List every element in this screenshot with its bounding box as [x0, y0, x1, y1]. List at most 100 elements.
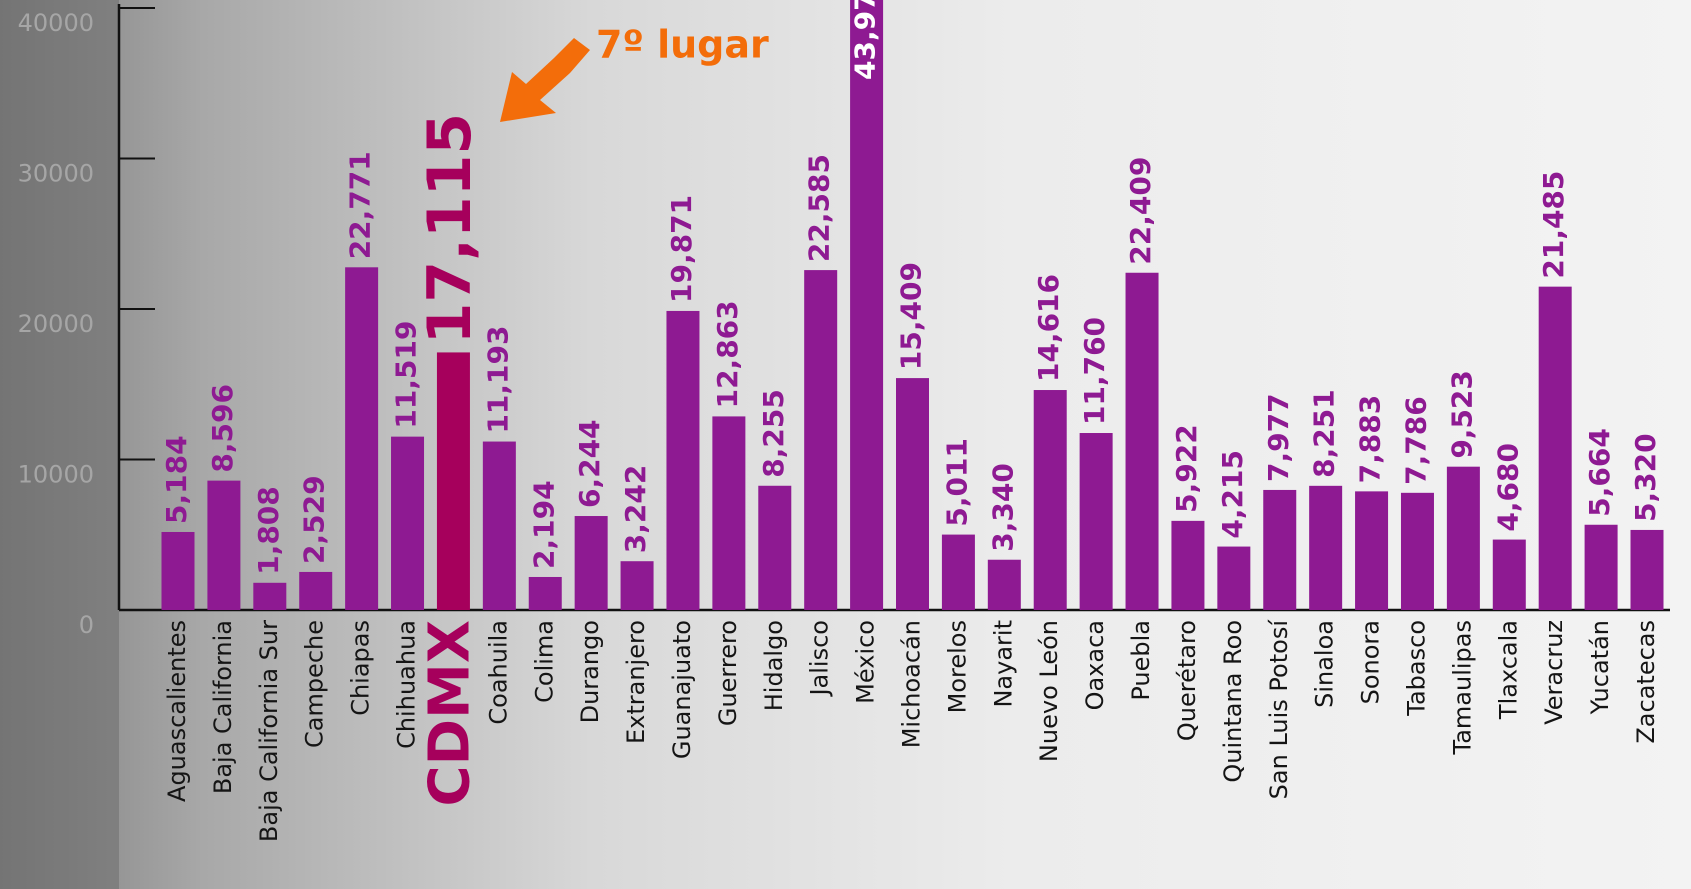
value-label: 22,771 [344, 151, 377, 259]
y-tick-label: 30000 [18, 160, 94, 188]
x-tick-label: Baja California Sur [255, 620, 283, 842]
annotation: 7º lugar [596, 23, 769, 67]
x-tick-label: Nayarit [989, 620, 1017, 708]
y-tick-label: 0 [79, 611, 94, 639]
bar [896, 378, 929, 610]
bar [1539, 287, 1572, 610]
bar [988, 560, 1021, 610]
value-label: 7,786 [1399, 396, 1432, 485]
x-tick-label: Durango [576, 620, 604, 723]
x-tick-label: Sonora [1357, 620, 1385, 704]
value-label: 43,97 [849, 0, 882, 80]
value-label: 2,194 [527, 480, 560, 569]
bar [1493, 540, 1526, 610]
value-label: 3,242 [619, 465, 652, 554]
x-tick-label: San Luis Potosí [1265, 619, 1293, 800]
bar [437, 352, 470, 610]
bar [850, 0, 883, 610]
bar [299, 572, 332, 610]
bar [1171, 521, 1204, 610]
value-label: 5,664 [1583, 428, 1616, 517]
bar [345, 267, 378, 610]
bar [1355, 491, 1388, 610]
value-label: 8,596 [206, 384, 239, 473]
x-tick-label: Aguascalientes [163, 620, 191, 802]
value-label: 12,863 [711, 300, 744, 408]
x-tick-label: Guerrero [714, 620, 742, 726]
y-tick-label: 40000 [18, 9, 94, 37]
value-label: 2,529 [298, 475, 331, 564]
background [0, 0, 1691, 889]
bar [1447, 467, 1480, 610]
bar [575, 516, 608, 610]
value-label: 5,011 [940, 438, 973, 527]
bar [162, 532, 195, 610]
bar [1631, 530, 1664, 610]
bar [712, 416, 745, 610]
value-label: 14,616 [1032, 274, 1065, 382]
x-tick-label: Tlaxcala [1494, 620, 1522, 720]
bar [1126, 273, 1159, 610]
x-tick-label: Hidalgo [760, 620, 788, 711]
x-tick-label: Zacatecas [1632, 620, 1660, 744]
value-label: 11,760 [1078, 317, 1111, 425]
x-tick-label: Jalisco [806, 620, 834, 698]
x-tick-label: Tamaulipas [1448, 620, 1476, 755]
value-label: 15,409 [895, 262, 928, 370]
bar [666, 311, 699, 610]
x-tick-label: Colima [530, 620, 558, 703]
x-tick-label: Tabasco [1402, 620, 1430, 717]
x-tick-label: Puebla [1127, 620, 1155, 701]
x-tick-label: Extranjero [622, 620, 650, 744]
value-label: 7,977 [1262, 393, 1295, 482]
x-tick-label: Sinaloa [1311, 620, 1339, 708]
value-label: 3,340 [986, 463, 1019, 552]
x-tick-label: CDMX [418, 620, 483, 806]
value-label: 17,115 [415, 113, 485, 345]
x-tick-label: Querétaro [1173, 620, 1201, 741]
x-tick-label: Morelos [943, 620, 971, 713]
y-tick-label: 10000 [18, 461, 94, 489]
value-label: 5,320 [1629, 433, 1662, 522]
x-tick-label: Oaxaca [1081, 620, 1109, 710]
bar [758, 486, 791, 610]
x-tick-label: Yucatán [1586, 620, 1614, 715]
value-label: 1,808 [252, 486, 285, 575]
value-label: 4,215 [1216, 450, 1249, 539]
x-tick-label: Quintana Roo [1219, 620, 1247, 783]
bar [621, 561, 654, 610]
value-label: 9,523 [1445, 370, 1478, 459]
x-tick-label: Nuevo León [1035, 620, 1063, 762]
bar [529, 577, 562, 610]
x-tick-label: Michoacán [898, 620, 926, 748]
bar [391, 437, 424, 610]
x-tick-label: Guanajuato [668, 620, 696, 759]
value-label: 19,871 [665, 195, 698, 303]
bar [1309, 486, 1342, 610]
x-tick-label: Chihuahua [393, 620, 421, 749]
bar [804, 270, 837, 610]
value-label: 22,585 [803, 154, 836, 262]
value-label: 7,883 [1354, 395, 1387, 484]
value-label: 8,255 [757, 389, 790, 478]
y-tick-label: 20000 [18, 310, 94, 338]
bar [253, 583, 286, 610]
value-label: 8,251 [1308, 389, 1341, 478]
bar [1585, 525, 1618, 610]
bar [1217, 547, 1250, 610]
bar [207, 481, 240, 610]
x-tick-label: Veracruz [1540, 620, 1568, 725]
chart: 7º lugar 0 10000 20000 30000 40000 Aguascalie… [0, 0, 1691, 889]
bar [1034, 390, 1067, 610]
x-tick-label: Coahuila [484, 620, 512, 725]
value-label: 4,680 [1491, 443, 1524, 532]
bar [483, 442, 516, 610]
page: {"chart_data": {"type": "bar", "annotati… [0, 0, 1691, 889]
value-label: 5,184 [160, 435, 193, 524]
bar [1401, 493, 1434, 610]
value-label: 11,193 [481, 325, 514, 433]
x-tick-label: México [852, 620, 880, 704]
value-label: 6,244 [573, 419, 606, 508]
value-label: 5,922 [1170, 424, 1203, 513]
x-tick-label: Campeche [301, 620, 329, 748]
